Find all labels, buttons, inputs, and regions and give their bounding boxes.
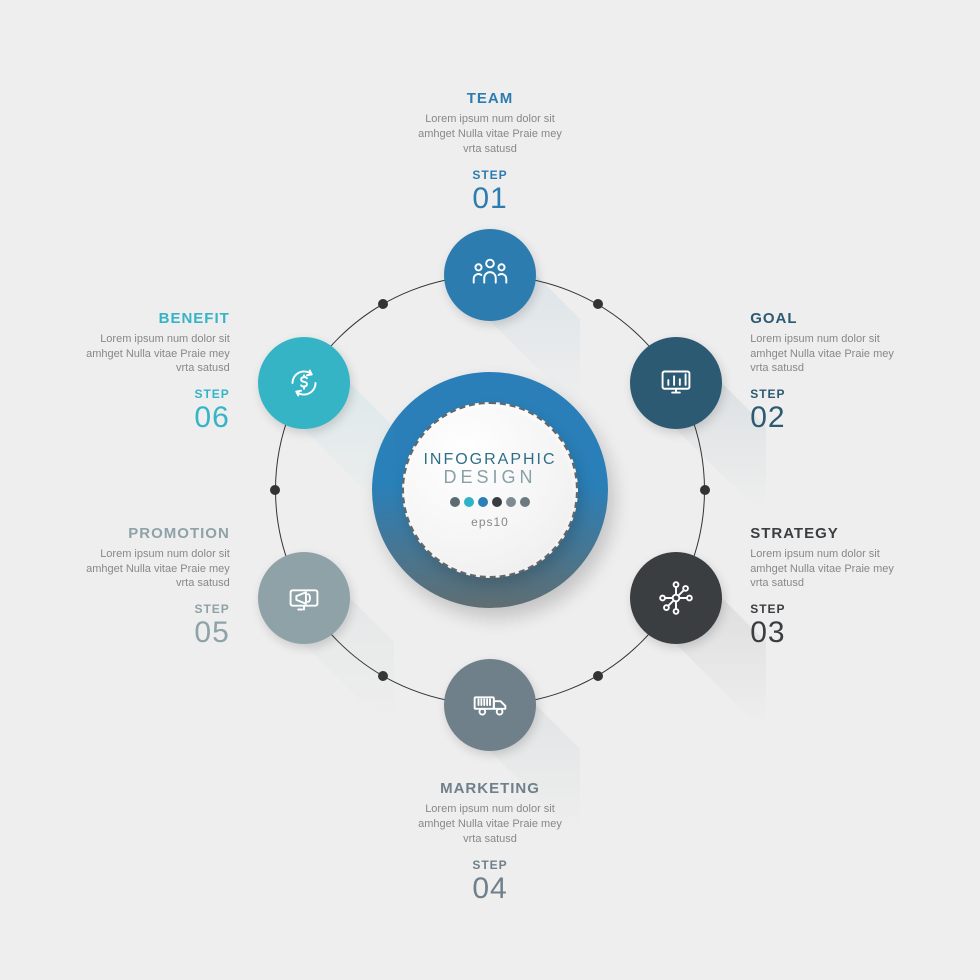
infographic-stage: INFOGRAPHIC DESIGN eps10 TEAM Lorem ipsu… <box>0 0 980 980</box>
step-number: 04 <box>410 874 570 904</box>
step-word: STEP <box>70 386 230 402</box>
step-word: STEP <box>750 386 910 402</box>
network-icon <box>653 575 699 621</box>
step-node-04 <box>444 659 536 751</box>
step-body: Lorem ipsum num dolor sit amhget Nulla v… <box>70 547 230 592</box>
step-body: Lorem ipsum num dolor sit amhget Nulla v… <box>410 802 570 847</box>
center-eps: eps10 <box>471 515 509 529</box>
orbit-dot <box>593 671 603 681</box>
step-node-06 <box>258 337 350 429</box>
step-label-05: PROMOTION Lorem ipsum num dolor sit amhg… <box>70 524 230 649</box>
step-label-03: STRATEGY Lorem ipsum num dolor sit amhge… <box>750 524 910 649</box>
step-node-05 <box>258 552 350 644</box>
step-node-01 <box>444 229 536 321</box>
step-number: 03 <box>750 618 910 648</box>
step-label-06: BENEFIT Lorem ipsum num dolor sit amhget… <box>70 309 230 434</box>
step-title: GOAL <box>750 309 910 329</box>
step-body: Lorem ipsum num dolor sit amhget Nulla v… <box>750 332 910 377</box>
center-hub: INFOGRAPHIC DESIGN eps10 <box>402 402 578 578</box>
step-label-02: GOAL Lorem ipsum num dolor sit amhget Nu… <box>750 309 910 434</box>
orbit-dot <box>270 485 280 495</box>
step-label-04: MARKETING Lorem ipsum num dolor sit amhg… <box>410 779 570 904</box>
step-body: Lorem ipsum num dolor sit amhget Nulla v… <box>70 332 230 377</box>
step-number: 06 <box>70 403 230 433</box>
center-subtitle: DESIGN <box>443 467 536 488</box>
step-title: BENEFIT <box>70 309 230 329</box>
team-icon <box>467 252 513 298</box>
truck-icon <box>467 682 513 728</box>
step-word: STEP <box>70 601 230 617</box>
step-word: STEP <box>410 857 570 873</box>
step-title: STRATEGY <box>750 524 910 544</box>
step-body: Lorem ipsum num dolor sit amhget Nulla v… <box>410 112 570 157</box>
step-title: TEAM <box>410 89 570 109</box>
orbit-dot <box>378 299 388 309</box>
step-title: PROMOTION <box>70 524 230 544</box>
orbit-dot <box>700 485 710 495</box>
dollar-cycle-icon <box>281 360 327 406</box>
step-word: STEP <box>410 167 570 183</box>
orbit-dot <box>593 299 603 309</box>
step-number: 01 <box>410 184 570 214</box>
step-body: Lorem ipsum num dolor sit amhget Nulla v… <box>750 547 910 592</box>
center-dots <box>448 494 532 512</box>
step-title: MARKETING <box>410 779 570 799</box>
step-node-03 <box>630 552 722 644</box>
chart-icon <box>653 360 699 406</box>
step-node-02 <box>630 337 722 429</box>
step-word: STEP <box>750 601 910 617</box>
step-number: 05 <box>70 618 230 648</box>
step-number: 02 <box>750 403 910 433</box>
step-label-01: TEAM Lorem ipsum num dolor sit amhget Nu… <box>410 89 570 214</box>
megaphone-icon <box>281 575 327 621</box>
